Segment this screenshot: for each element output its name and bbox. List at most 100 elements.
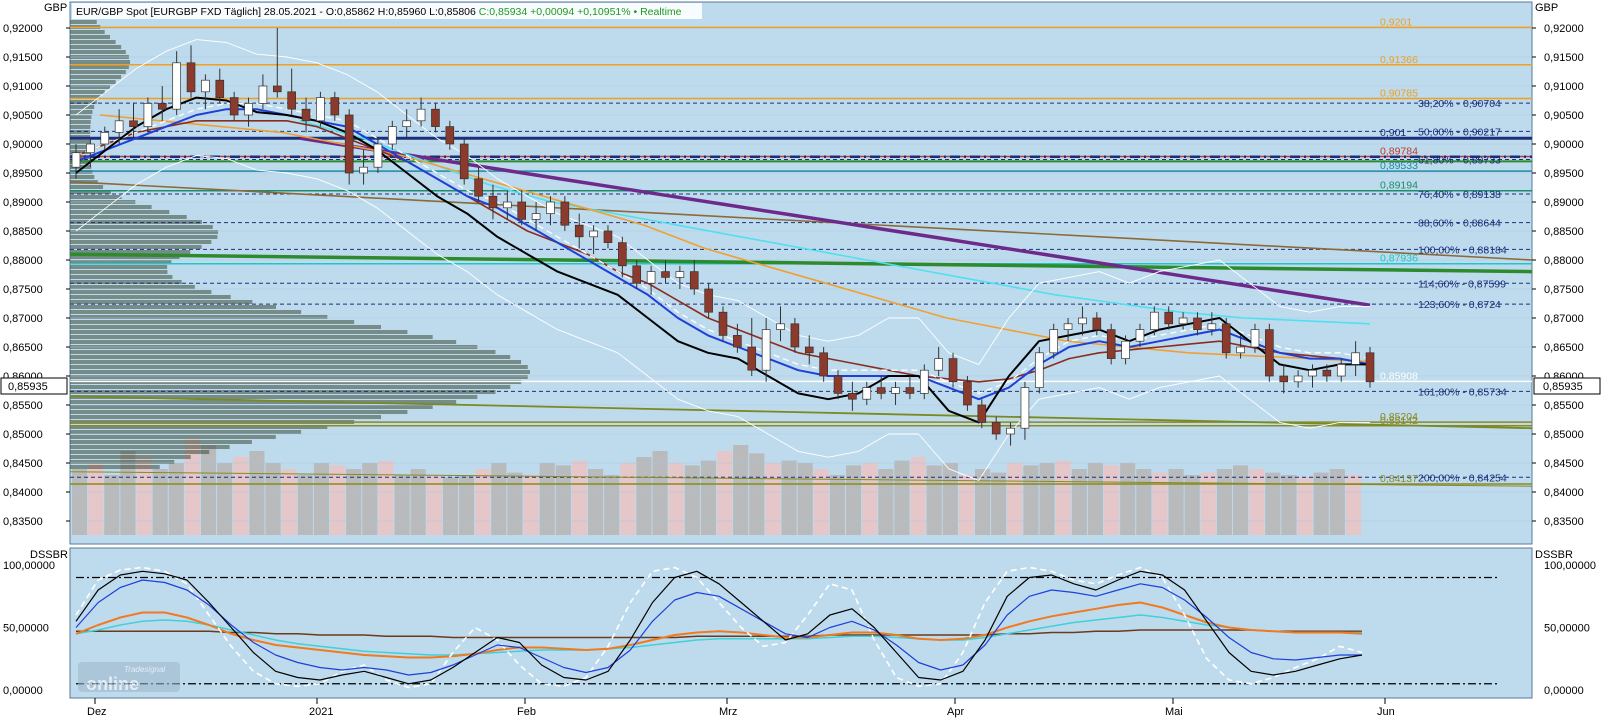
candle-body[interactable]	[1006, 427, 1015, 435]
candle-body[interactable]	[876, 387, 886, 394]
candle-body[interactable]	[819, 352, 828, 377]
candle-body[interactable]	[86, 143, 95, 154]
volume-bar	[1233, 465, 1249, 535]
candle-body[interactable]	[431, 108, 440, 127]
candle-body[interactable]	[201, 79, 210, 93]
candle-body[interactable]	[948, 358, 958, 383]
candle-body[interactable]	[1293, 375, 1303, 383]
svg-text:EUR/GBP Spot [EURGBP FXD Tägli: EUR/GBP Spot [EURGBP FXD Täglich] 28.05.…	[76, 6, 682, 18]
candle-body[interactable]	[1193, 317, 1202, 330]
candle-body[interactable]	[1250, 329, 1260, 348]
candle-body[interactable]	[1135, 329, 1145, 342]
candle-body[interactable]	[618, 242, 627, 267]
candle-body[interactable]	[172, 62, 181, 110]
candle-body[interactable]	[963, 381, 972, 406]
candle-body[interactable]	[1150, 311, 1159, 330]
candle-body[interactable]	[790, 323, 800, 348]
candle-body[interactable]	[157, 103, 167, 110]
candle-body[interactable]	[603, 230, 613, 243]
candle-body[interactable]	[1351, 352, 1360, 365]
candle-body[interactable]	[704, 288, 713, 313]
candle-body[interactable]	[503, 201, 512, 209]
profile-bar	[70, 35, 110, 39]
candle-body[interactable]	[344, 114, 354, 174]
candle-body[interactable]	[718, 311, 728, 336]
candle-body[interactable]	[934, 358, 943, 371]
candle-body[interactable]	[747, 346, 757, 371]
candle-body[interactable]	[330, 97, 340, 116]
candle-body[interactable]	[574, 224, 584, 238]
candle-body[interactable]	[1279, 375, 1289, 383]
candle-body[interactable]	[661, 271, 670, 278]
candle-body[interactable]	[1092, 317, 1102, 330]
candle-body[interactable]	[402, 120, 411, 127]
candle-body[interactable]	[560, 201, 570, 226]
candle-body[interactable]	[143, 103, 153, 127]
candle-body[interactable]	[675, 271, 685, 278]
candle-body[interactable]	[373, 143, 383, 168]
candle-body[interactable]	[646, 271, 656, 284]
candle-body[interactable]	[1207, 323, 1217, 330]
candle-body[interactable]	[129, 120, 138, 127]
candle-body[interactable]	[272, 85, 282, 93]
candle-body[interactable]	[689, 271, 699, 290]
candle-body[interactable]	[589, 230, 598, 238]
candle-body[interactable]	[215, 79, 225, 98]
candle-body[interactable]	[445, 126, 455, 145]
candle-body[interactable]	[258, 85, 268, 104]
candle-body[interactable]	[1236, 346, 1245, 354]
candle-body[interactable]	[1322, 369, 1332, 377]
candle-body[interactable]	[919, 369, 929, 394]
candle-body[interactable]	[1049, 329, 1058, 354]
candle-body[interactable]	[848, 393, 857, 400]
candle-body[interactable]	[1336, 364, 1346, 377]
profile-bar	[70, 250, 191, 254]
candle-body[interactable]	[474, 178, 483, 197]
candle-body[interactable]	[891, 387, 900, 394]
candle-body[interactable]	[991, 422, 1001, 435]
candle-body[interactable]	[1164, 311, 1174, 325]
candle-body[interactable]	[1078, 317, 1087, 325]
candle-body[interactable]	[862, 387, 872, 400]
candle-body[interactable]	[804, 346, 814, 354]
candle-body[interactable]	[359, 166, 368, 174]
candle-body[interactable]	[229, 97, 239, 116]
candle-body[interactable]	[459, 143, 469, 180]
candle-body[interactable]	[531, 213, 541, 220]
profile-bar	[70, 175, 95, 179]
profile-bar	[70, 20, 97, 24]
candle-body[interactable]	[977, 404, 987, 423]
candle-body[interactable]	[244, 103, 253, 116]
candle-body[interactable]	[1308, 369, 1317, 377]
candle-body[interactable]	[301, 108, 311, 122]
volume-bar	[168, 463, 184, 535]
candle-body[interactable]	[1265, 329, 1274, 377]
candle-body[interactable]	[517, 201, 527, 220]
candle-body[interactable]	[114, 120, 124, 133]
candle-body[interactable]	[733, 335, 742, 348]
candle-body[interactable]	[1020, 387, 1030, 429]
candle-body[interactable]	[761, 329, 771, 371]
candle-body[interactable]	[488, 195, 498, 209]
candle-body[interactable]	[1221, 323, 1231, 354]
candle-body[interactable]	[416, 108, 426, 122]
candle-body[interactable]	[546, 201, 555, 214]
volume-bar	[1136, 469, 1152, 535]
candle-body[interactable]	[1063, 323, 1073, 330]
candle-body[interactable]	[186, 62, 196, 93]
candle-body[interactable]	[632, 265, 642, 284]
candle-body[interactable]	[1365, 352, 1375, 383]
candle-body[interactable]	[1178, 317, 1188, 325]
candle-body[interactable]	[316, 97, 325, 122]
candle-body[interactable]	[1035, 352, 1044, 388]
candle-body[interactable]	[1121, 340, 1130, 359]
candle-body[interactable]	[287, 91, 296, 110]
candle-body[interactable]	[1106, 329, 1116, 359]
candle-body[interactable]	[776, 323, 785, 330]
candle-body[interactable]	[100, 132, 110, 145]
candle-body[interactable]	[905, 387, 915, 394]
candle-body[interactable]	[71, 152, 81, 168]
candle-body[interactable]	[833, 375, 843, 394]
candle-body[interactable]	[388, 126, 397, 145]
